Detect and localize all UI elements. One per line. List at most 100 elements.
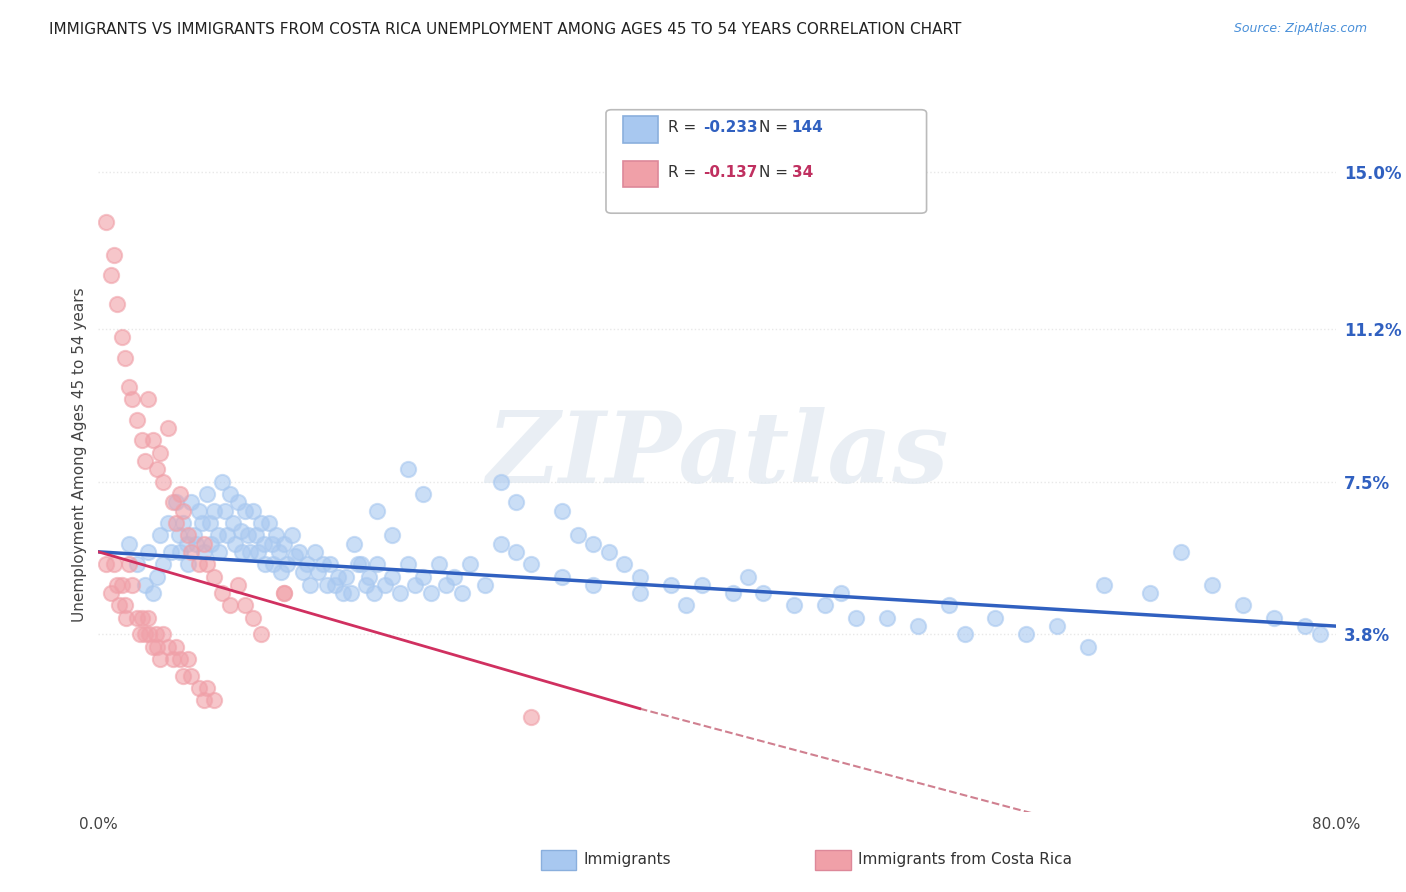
Point xyxy=(659,578,682,592)
Point xyxy=(427,558,450,572)
Point xyxy=(195,487,218,501)
Point xyxy=(316,578,339,592)
Point xyxy=(412,569,434,583)
Point xyxy=(215,528,238,542)
Point xyxy=(107,599,129,613)
Point xyxy=(489,536,512,550)
Point xyxy=(235,503,257,517)
Point xyxy=(173,668,195,682)
Point xyxy=(1201,578,1223,592)
Text: R =: R = xyxy=(668,165,702,179)
Point xyxy=(152,558,174,572)
Point xyxy=(783,599,806,613)
Point xyxy=(582,578,605,592)
Point xyxy=(111,578,134,592)
Point xyxy=(180,668,202,682)
Text: 144: 144 xyxy=(792,120,824,135)
Point xyxy=(111,330,134,344)
Point xyxy=(304,545,326,559)
Point xyxy=(145,627,167,641)
Point xyxy=(845,611,868,625)
Point xyxy=(134,454,156,468)
Text: Immigrants: Immigrants xyxy=(583,853,671,867)
Point xyxy=(443,569,465,583)
Point xyxy=(149,528,172,542)
Point xyxy=(136,611,159,625)
Point xyxy=(520,710,543,724)
Text: -0.233: -0.233 xyxy=(703,120,758,135)
Point xyxy=(245,528,267,542)
Point xyxy=(96,215,118,229)
Point xyxy=(675,599,697,613)
Point xyxy=(165,495,187,509)
Point xyxy=(396,462,419,476)
Point xyxy=(184,536,207,550)
Point xyxy=(598,545,620,559)
Point xyxy=(752,586,775,600)
Point xyxy=(183,528,205,542)
Point xyxy=(374,578,396,592)
Point xyxy=(239,545,262,559)
Point xyxy=(254,558,277,572)
Point xyxy=(152,475,174,489)
Point xyxy=(381,569,404,583)
Text: Immigrants from Costa Rica: Immigrants from Costa Rica xyxy=(858,853,1071,867)
Point xyxy=(224,536,246,550)
Point xyxy=(269,545,291,559)
Point xyxy=(231,545,253,559)
Text: 34: 34 xyxy=(792,165,813,179)
Point xyxy=(193,693,215,707)
Point xyxy=(169,487,191,501)
Point xyxy=(567,528,589,542)
Point xyxy=(520,558,543,572)
Point xyxy=(177,528,200,542)
Point xyxy=(204,693,226,707)
Point xyxy=(262,558,284,572)
Point xyxy=(1015,627,1038,641)
Point xyxy=(291,566,314,580)
Point xyxy=(737,569,759,583)
Point xyxy=(138,627,160,641)
Point xyxy=(165,516,187,530)
Point xyxy=(363,586,385,600)
Point xyxy=(276,558,298,572)
Point xyxy=(505,545,527,559)
Point xyxy=(118,558,141,572)
Point xyxy=(350,558,373,572)
Point xyxy=(193,545,215,559)
Point xyxy=(335,569,357,583)
Point xyxy=(250,516,273,530)
Point xyxy=(984,611,1007,625)
Point xyxy=(142,640,165,654)
Text: R =: R = xyxy=(668,120,702,135)
Point xyxy=(299,578,322,592)
Point xyxy=(246,545,269,559)
Point xyxy=(103,558,125,572)
Point xyxy=(204,503,226,517)
Point xyxy=(257,516,280,530)
Point xyxy=(188,558,211,572)
Point xyxy=(152,627,174,641)
Point xyxy=(582,536,605,550)
Point xyxy=(157,421,180,435)
Point xyxy=(830,586,852,600)
Point xyxy=(207,528,229,542)
Point xyxy=(157,516,180,530)
Point xyxy=(115,611,138,625)
Point xyxy=(273,586,295,600)
Point xyxy=(105,578,128,592)
Point xyxy=(628,569,651,583)
Point xyxy=(260,536,283,550)
Point xyxy=(319,558,342,572)
Point xyxy=(297,558,319,572)
Point xyxy=(450,586,472,600)
Point xyxy=(100,268,122,283)
Point xyxy=(204,569,226,583)
Point xyxy=(146,569,169,583)
Point xyxy=(907,619,929,633)
Point xyxy=(288,545,311,559)
Point xyxy=(226,578,249,592)
Point xyxy=(127,558,149,572)
Point xyxy=(211,586,233,600)
Point xyxy=(136,545,159,559)
